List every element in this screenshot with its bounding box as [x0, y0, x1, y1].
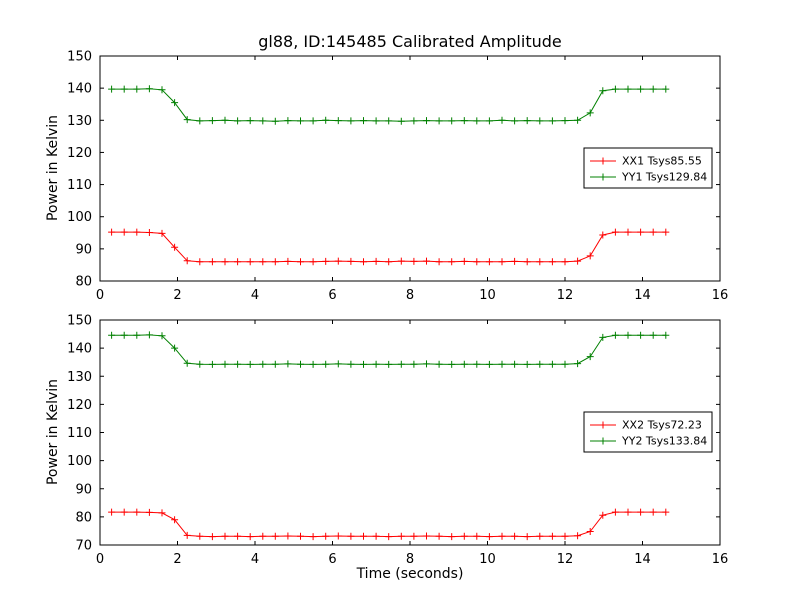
series-line-XX1	[111, 231, 666, 263]
series-markers-YY1	[108, 85, 670, 125]
x-tick-label: 14	[634, 552, 651, 567]
bottom-axes: 0 2 4 6 8 10 12 14 16 70 80 90 100 110 120 130 140 150 XX2…	[67, 314, 728, 568]
y-tick-label: 140	[67, 82, 92, 97]
series-markers-XX1	[108, 228, 670, 266]
y-tick-label: 80	[75, 275, 92, 290]
y-tick-label: 90	[75, 482, 92, 497]
y-tick-label: 110	[67, 426, 92, 441]
series-line-XX2	[111, 511, 666, 538]
y-tick-label: 140	[67, 342, 92, 357]
legend-marker-sample	[599, 421, 607, 429]
x-tick-label: 6	[328, 288, 336, 303]
y-tick-label: 150	[67, 314, 92, 329]
x-tick-label: 2	[173, 288, 181, 303]
x-axis-label: Time (seconds)	[356, 566, 464, 582]
x-tick-label: 8	[406, 552, 414, 567]
x-tick-label: 4	[251, 552, 259, 567]
legend-marker-sample	[599, 437, 607, 445]
legend: XX2 Tsys72.23 YY2 Tsys133.84	[583, 411, 713, 453]
y-tick-label: 80	[75, 510, 92, 525]
x-tick-label: 16	[712, 552, 729, 567]
legend-box	[583, 411, 713, 453]
legend-box	[583, 147, 713, 189]
y-tick-label: 130	[67, 114, 92, 129]
legend-marker-sample	[599, 157, 607, 165]
y-tick-label: 120	[67, 146, 92, 161]
x-tick-label: 0	[96, 288, 104, 303]
legend-label: XX1 Tsys85.55	[622, 155, 702, 168]
series-markers-XX2	[108, 508, 670, 541]
x-tick-label: 16	[712, 288, 729, 303]
top-y-axis-label: Power in Kelvin	[45, 115, 61, 221]
x-tick-label: 2	[173, 552, 181, 567]
series-markers-YY2	[108, 331, 670, 368]
series-line-YY1	[111, 88, 666, 122]
x-tick-label: 12	[557, 288, 574, 303]
legend-label: YY2 Tsys133.84	[621, 435, 707, 448]
y-tick-label: 70	[75, 539, 92, 554]
y-tick-label: 150	[67, 50, 92, 65]
legend-label: YY1 Tsys129.84	[621, 171, 707, 184]
legend-label: XX2 Tsys72.23	[622, 419, 702, 432]
y-tick-label: 90	[75, 242, 92, 257]
y-tick-label: 100	[67, 454, 92, 469]
bottom-y-axis-label: Power in Kelvin	[45, 379, 61, 485]
x-tick-label: 12	[557, 552, 574, 567]
figure-title: gl88, ID:145485 Calibrated Amplitude	[258, 32, 561, 51]
y-tick-label: 100	[67, 210, 92, 225]
x-tick-label: 6	[328, 552, 336, 567]
x-tick-label: 14	[634, 288, 651, 303]
x-tick-label: 8	[406, 288, 414, 303]
legend: XX1 Tsys85.55 YY1 Tsys129.84	[583, 147, 713, 189]
y-tick-label: 120	[67, 398, 92, 413]
legend-marker-sample	[599, 173, 607, 181]
top-axes: 0 2 4 6 8 10 12 14 16 80 90 100 110 120 130 140 150 XX1 T…	[67, 50, 728, 304]
x-tick-label: 10	[479, 552, 496, 567]
x-tick-label: 4	[251, 288, 259, 303]
y-tick-label: 110	[67, 178, 92, 193]
x-tick-label: 0	[96, 552, 104, 567]
series-line-YY2	[111, 334, 666, 365]
x-tick-label: 10	[479, 288, 496, 303]
y-tick-label: 130	[67, 370, 92, 385]
